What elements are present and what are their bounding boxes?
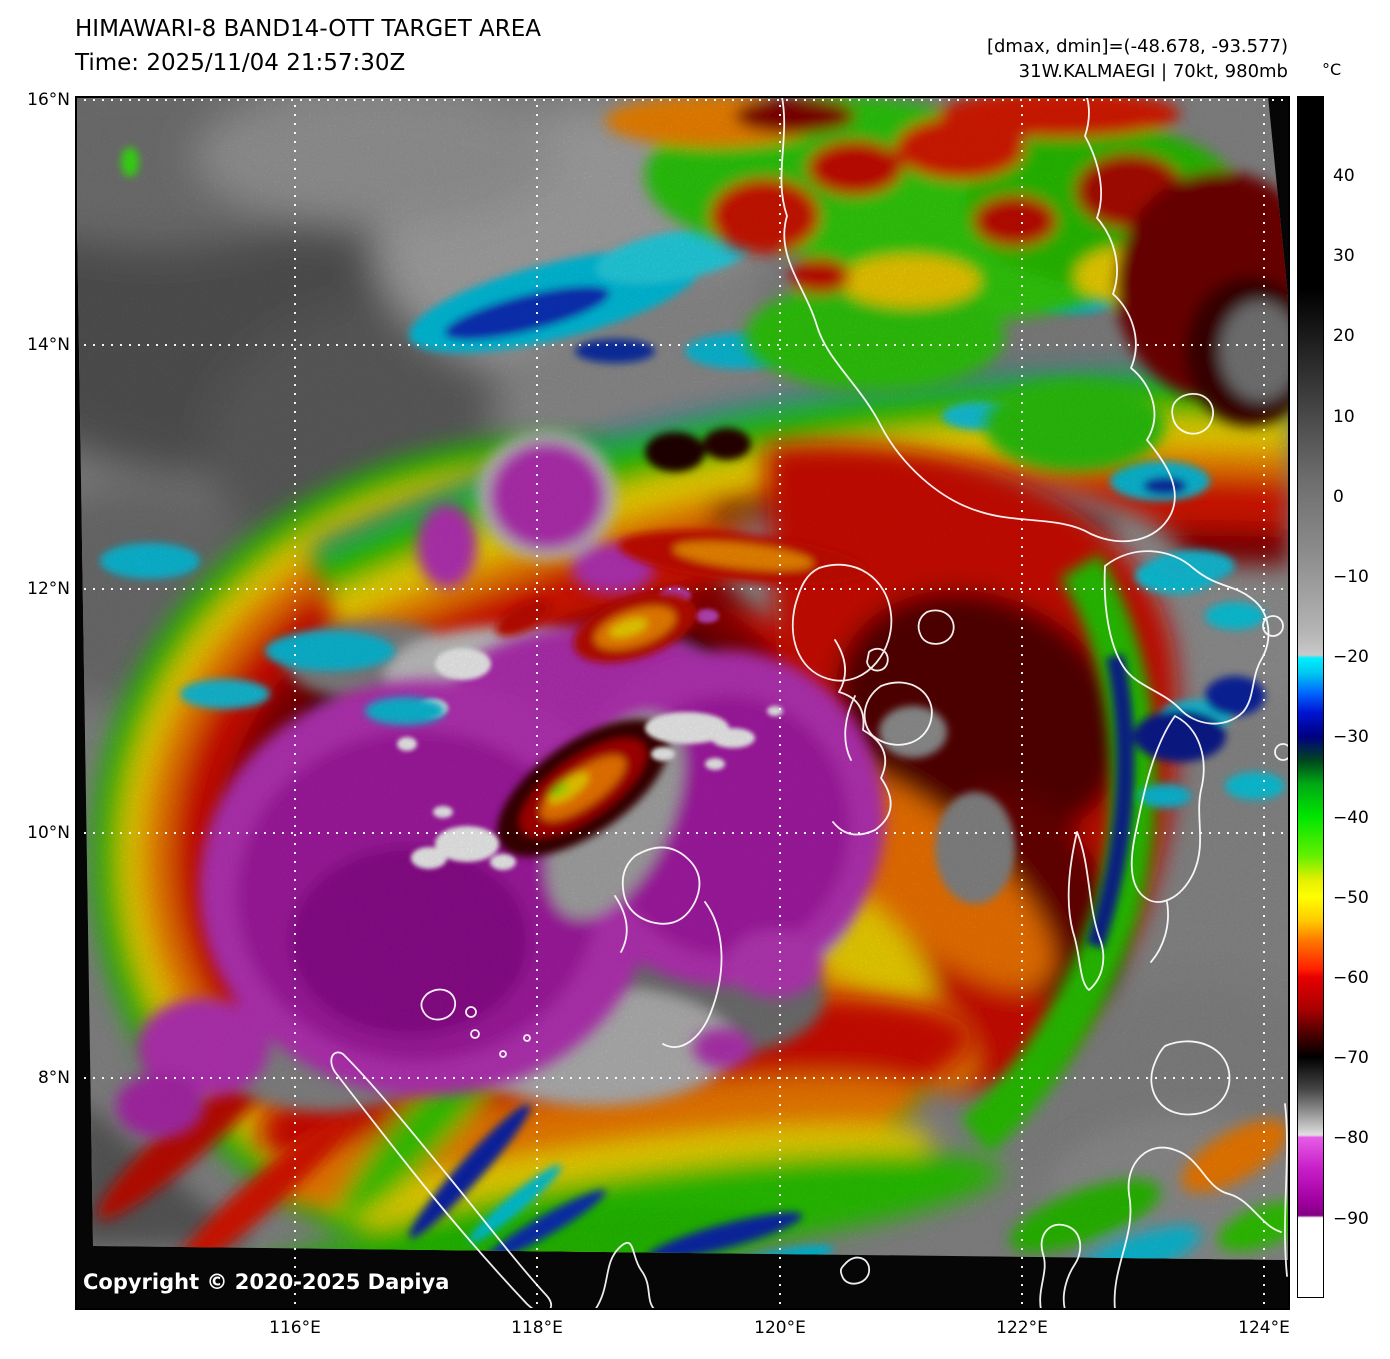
lon-tick-116e: 116°E <box>269 1318 321 1338</box>
colorbar-tick: −50 <box>1333 888 1369 908</box>
lon-tick-122e: 122°E <box>996 1318 1048 1338</box>
colorbar <box>1297 96 1324 1298</box>
timestamp: Time: 2025/11/04 21:57:30Z <box>75 50 406 76</box>
colorbar-tick: −90 <box>1333 1209 1369 1229</box>
colorbar-tick: 30 <box>1333 246 1355 266</box>
colorbar-tick: −60 <box>1333 968 1369 988</box>
colorbar-tick: −20 <box>1333 647 1369 667</box>
colorbar-tick: 40 <box>1333 166 1355 186</box>
lon-tick-118e: 118°E <box>511 1318 563 1338</box>
colorbar-tick: −70 <box>1333 1048 1369 1068</box>
lat-tick-10n: 10°N <box>27 823 70 843</box>
lat-tick-12n: 12°N <box>27 579 70 599</box>
page-title: HIMAWARI-8 BAND14-OTT TARGET AREA <box>75 16 542 42</box>
dmax-dmin-annotation: [dmax, dmin]=(-48.678, -93.577) <box>986 36 1288 57</box>
colorbar-tick: 0 <box>1333 487 1344 507</box>
colorbar-tick: −10 <box>1333 567 1369 587</box>
colorbar-tick: −40 <box>1333 808 1369 828</box>
lat-tick-8n: 8°N <box>37 1068 70 1088</box>
lon-tick-120e: 120°E <box>754 1318 806 1338</box>
lon-tick-124e: 124°E <box>1238 1318 1290 1338</box>
colorbar-tick: −80 <box>1333 1128 1369 1148</box>
colorbar-tick: −30 <box>1333 727 1369 747</box>
coastlines <box>330 96 1290 1310</box>
lat-tick-16n: 16°N <box>27 90 70 110</box>
map-frame <box>75 96 1290 1310</box>
colorbar-tick: 10 <box>1333 407 1355 427</box>
storm-annotation: 31W.KALMAEGI | 70kt, 980mb <box>1018 61 1288 82</box>
satellite-map: Copyright © 2020-2025 Dapiya <box>75 96 1290 1310</box>
lat-tick-14n: 14°N <box>27 335 70 355</box>
copyright-text: Copyright © 2020-2025 Dapiya <box>83 1270 450 1294</box>
colorbar-unit-label: °C <box>1322 60 1342 79</box>
colorbar-tick: 20 <box>1333 326 1355 346</box>
satellite-image <box>75 96 1290 1310</box>
